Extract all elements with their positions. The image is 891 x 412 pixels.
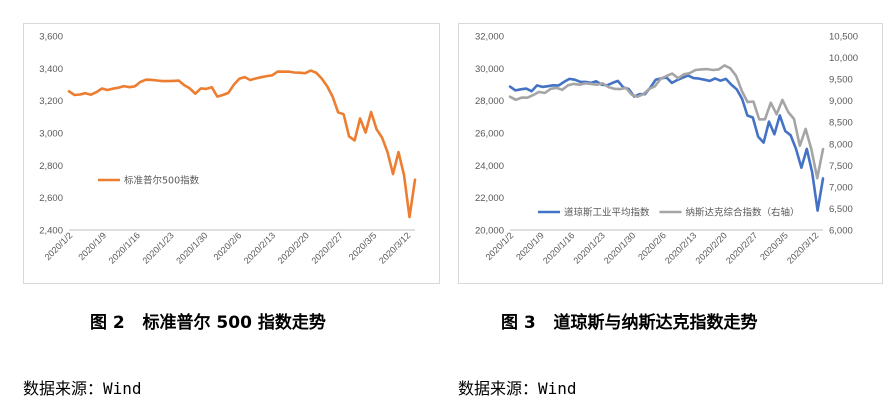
y-tick-label: 3,600 — [39, 32, 63, 43]
figure-caption: 图 2 标准普尔 500 指数走势 — [90, 313, 326, 333]
y-tick-label: 32,000 — [475, 32, 504, 43]
chart-area-frame — [458, 23, 883, 284]
dow-nasdaq-chart-frame: 20,000 22,000 24,000 26,000 28,000 30,000 32,0… — [458, 23, 883, 284]
legend-label-0: 标准普尔500指数 — [124, 175, 200, 187]
y2-tick-label: 10,000 — [829, 53, 858, 64]
data-source: 数据来源：Wind — [458, 379, 577, 398]
sp500-line-chart: 2,4002,6002,8003,0003,2003,4003,6002020/… — [23, 23, 440, 284]
y2-tick-label: 9,500 — [829, 75, 853, 86]
legend-label-0: 道琼斯工业平均指数 — [564, 207, 650, 219]
y2-tick-label: 8,500 — [829, 118, 853, 129]
series-line-0 — [508, 74, 825, 212]
y2-tick-label: 6,000 — [829, 226, 853, 237]
series-line-0 — [67, 69, 417, 219]
y2-tick-label: 7,000 — [829, 182, 853, 193]
dow-nasdaq-line-chart: 20,000 22,000 24,000 26,000 28,000 30,000 32,0… — [458, 23, 883, 284]
y-tick-label: 3,400 — [39, 64, 63, 75]
series-line-1 — [508, 64, 825, 180]
y-tick-label: 26,000 — [475, 129, 504, 140]
y-tick-label: 2,600 — [39, 193, 63, 204]
data-source: 数据来源：Wind — [23, 379, 142, 398]
y-tick-label: 24,000 — [475, 161, 504, 172]
y-tick-label: 3,200 — [39, 96, 63, 107]
y2-tick-label: 9,000 — [829, 96, 853, 107]
legend-label-1: 纳斯达克综合指数（右轴） — [686, 207, 800, 219]
sp500-chart-frame: 2,400 2,600 2,800 3,000 3,200 3,400 3,600 2020/… — [23, 23, 440, 284]
y-tick-label: 3,000 — [39, 129, 63, 140]
y-tick-label: 22,000 — [475, 193, 504, 204]
y2-tick-label: 10,500 — [829, 32, 858, 43]
y-tick-label: 2,800 — [39, 161, 63, 172]
y-tick-label: 20,000 — [475, 226, 504, 237]
chart-area-frame — [23, 23, 440, 284]
y2-tick-label: 8,000 — [829, 139, 853, 150]
y-tick-label: 30,000 — [475, 64, 504, 75]
y-tick-label: 2,400 — [39, 226, 63, 237]
y2-tick-label: 7,500 — [829, 161, 853, 172]
figure-caption: 图 3 道琼斯与纳斯达克指数走势 — [501, 313, 758, 333]
y2-tick-label: 6,500 — [829, 204, 853, 215]
y-tick-label: 28,000 — [475, 96, 504, 107]
